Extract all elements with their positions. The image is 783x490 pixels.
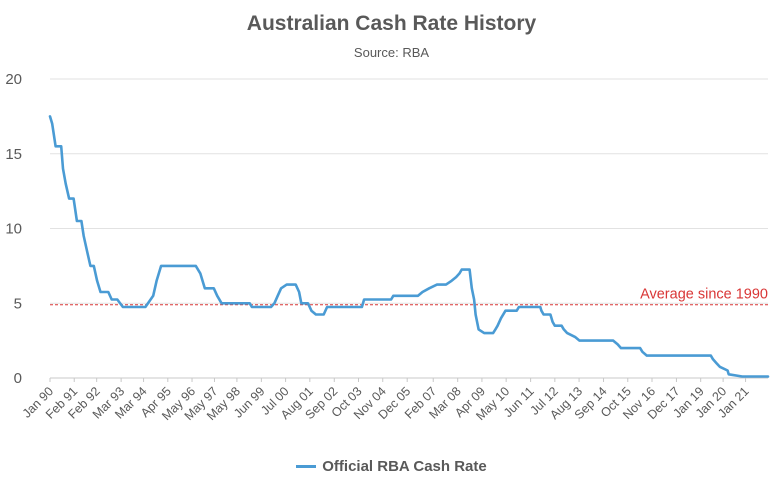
y-tick-label: 20 <box>5 71 22 88</box>
y-tick-label: 10 <box>5 221 22 238</box>
y-tick-label: 15 <box>5 146 22 163</box>
y-tick-label: 5 <box>14 295 22 312</box>
legend-label: Official RBA Cash Rate <box>322 458 487 475</box>
legend[interactable]: Official RBA Cash Rate <box>0 458 783 475</box>
chart-title: Australian Cash Rate History <box>246 12 537 35</box>
series-line-cash-rate <box>48 115 770 378</box>
legend-swatch <box>296 465 317 468</box>
average-annotation-label: Average since 1990 <box>640 287 768 303</box>
chart-subtitle: Source: RBA <box>353 45 430 60</box>
y-tick-label: 0 <box>14 370 22 387</box>
